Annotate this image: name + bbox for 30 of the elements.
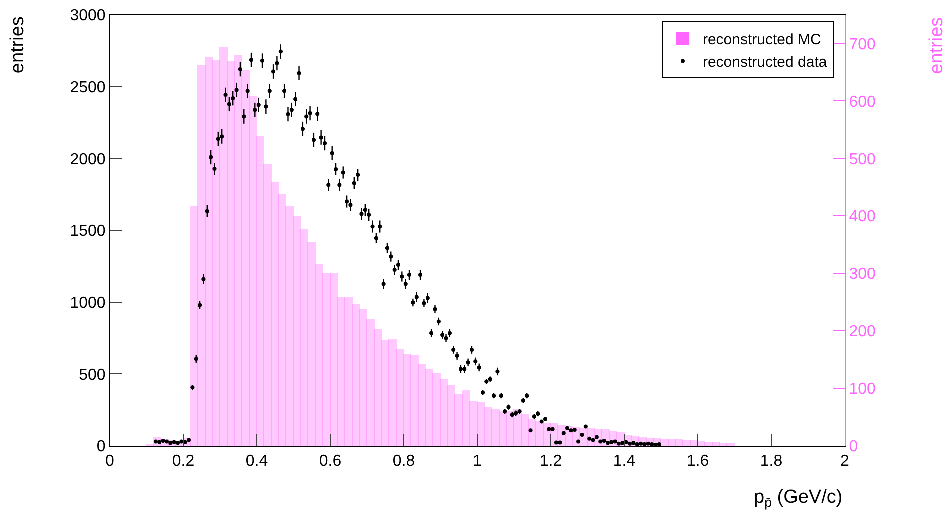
y-tick-label: 0 <box>96 438 106 456</box>
legend-label: reconstructed MC <box>702 32 822 49</box>
x-tick-label: 1.2 <box>540 453 562 470</box>
legend-label: reconstructed data <box>702 54 828 72</box>
x-tick-label: 1.4 <box>613 453 636 470</box>
y-tick-label: 1500 <box>70 223 106 240</box>
y2-tick-label: 300 <box>849 266 876 284</box>
x-tick-label: 1.8 <box>760 453 783 470</box>
y-tick-label: 3000 <box>70 8 106 25</box>
x-tick-label: 0.8 <box>392 453 416 470</box>
y-tick-label: 2500 <box>70 79 106 96</box>
y-tick-label: 1000 <box>70 294 106 312</box>
y2-axis-title: entries <box>926 17 947 74</box>
y2-tick-label: 700 <box>849 36 876 54</box>
y2-tick-label: 200 <box>849 324 876 341</box>
y-tick-label: 500 <box>79 366 106 384</box>
x-tick-label: 0.6 <box>319 453 342 470</box>
x-tick-label: 2 <box>840 453 850 470</box>
x-tick-label: 1.6 <box>686 453 710 470</box>
x-tick-label: 0.2 <box>172 453 195 470</box>
x-tick-label: 1 <box>473 453 482 470</box>
y2-tick-label: 600 <box>849 94 876 111</box>
y2-tick-label: 500 <box>849 151 876 168</box>
y2-tick-label: 0 <box>849 438 858 456</box>
y2-tick-label: 400 <box>849 208 876 226</box>
x-axis-title: p$_{p̄}$ (GeV/c) <box>754 487 843 510</box>
y-tick-label: 2000 <box>70 151 106 168</box>
x-tick-label: 0.4 <box>246 453 268 470</box>
y-axis-title: entries <box>8 16 29 74</box>
y2-tick-label: 100 <box>849 381 876 398</box>
